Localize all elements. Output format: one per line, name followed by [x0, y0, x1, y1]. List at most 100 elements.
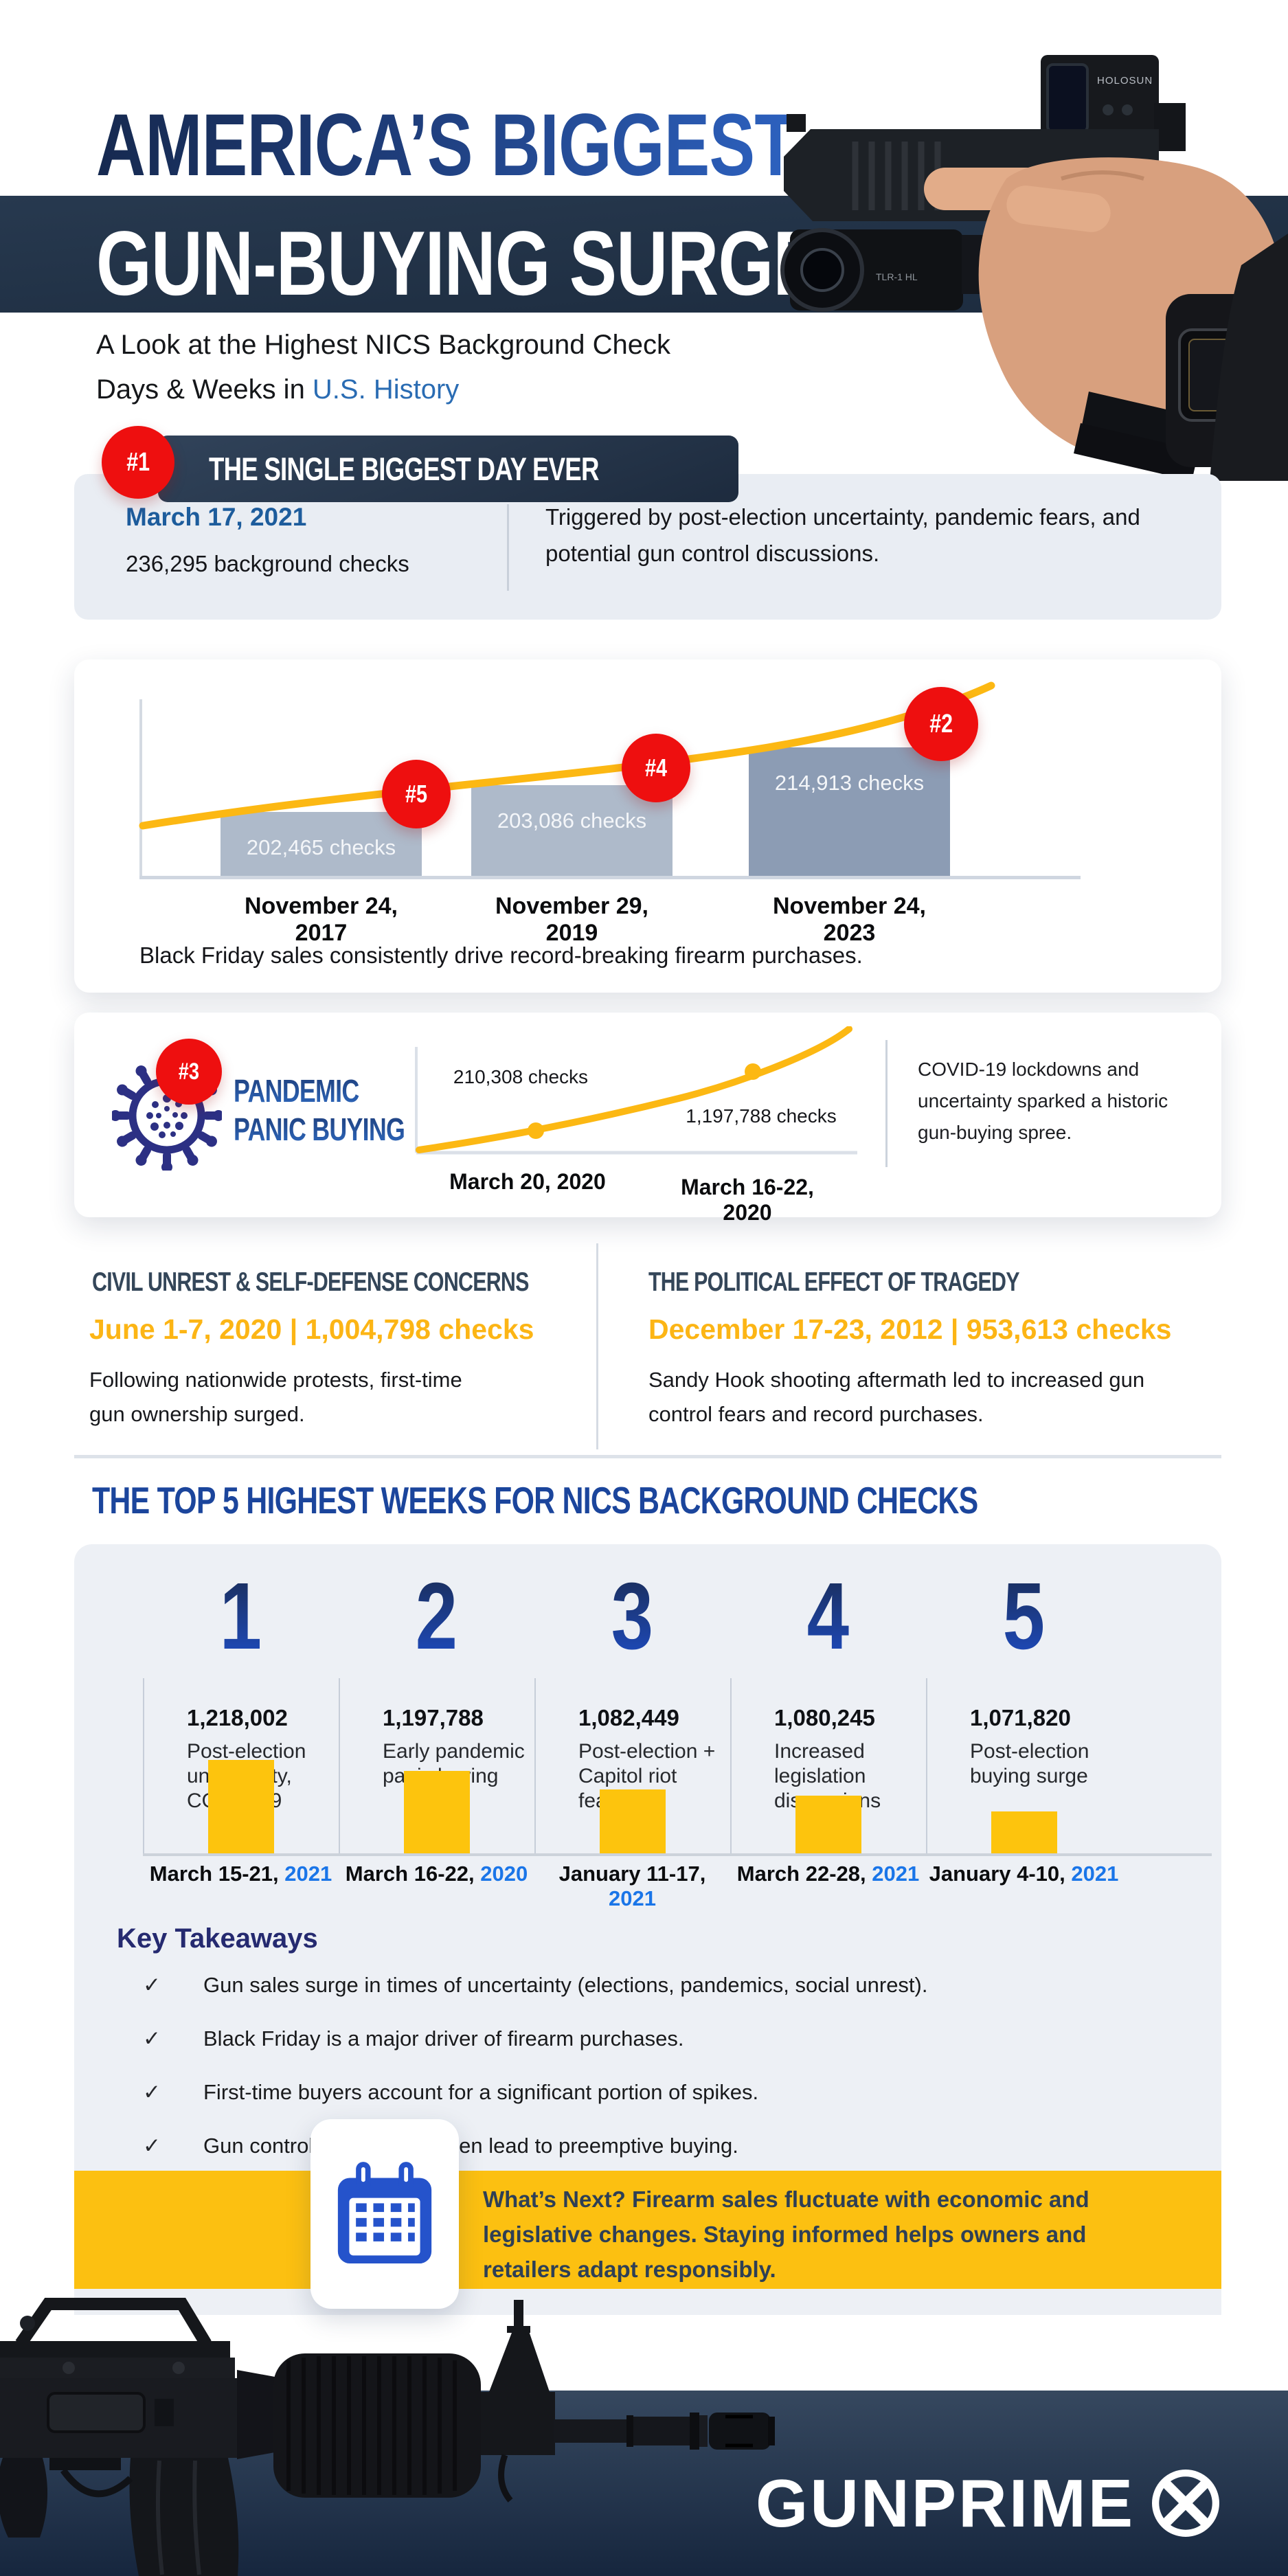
main-title-line1: AMERICA’S BIGGEST: [96, 96, 796, 194]
rank-number: 5: [1002, 1563, 1046, 1669]
column-divider: [596, 1243, 598, 1449]
column-rule: [143, 1678, 144, 1854]
top5-column-4: 4 1,080,245 Increased legislation discus…: [730, 1544, 926, 1901]
week-description: Post-election buying surge: [970, 1740, 1089, 1787]
tragedy-heading: THE POLITICAL EFFECT OF TRAGEDY: [648, 1267, 1020, 1297]
y-axis: [139, 699, 142, 876]
column-rule: [339, 1678, 340, 1854]
subtitle-line2: Days & Weeks in: [96, 374, 313, 405]
pandemic-line-chart: [415, 1026, 857, 1155]
horizontal-divider: [74, 1455, 1221, 1458]
top5-heading: THE TOP 5 HIGHEST WEEKS FOR NICS BACKGRO…: [92, 1479, 978, 1522]
biggest-day-description: Triggered by post-election uncertainty, …: [545, 504, 1140, 567]
delta-ring: [237, 2370, 275, 2459]
receiver: [0, 2378, 237, 2458]
vertical-divider: [507, 504, 509, 591]
bar-nov-2017: 202,465 checks: [221, 812, 422, 876]
black-friday-caption: Black Friday sales consistently drive re…: [139, 942, 863, 968]
column-rule: [534, 1678, 536, 1854]
point2-label: 1,197,788 checks: [686, 1105, 837, 1127]
civil-unrest-heading: CIVIL UNREST & SELF-DEFENSE CONCERNS: [92, 1267, 529, 1297]
bar-date: November 29, 2019: [495, 893, 648, 946]
rank-number: 4: [806, 1563, 850, 1669]
sleeve: [1210, 234, 1288, 481]
bar-label: 214,913 checks: [774, 771, 925, 795]
civil-unrest-stat: June 1-7, 2020 | 1,004,798 checks: [89, 1313, 534, 1345]
check-icon: ✓: [143, 2026, 161, 2050]
point1-label: 210,308 checks: [453, 1066, 589, 1087]
pandemic-description: COVID-19 lockdowns and uncertainty spark…: [918, 1059, 1168, 1144]
front-sight: [481, 2300, 555, 2502]
takeaway-item: ✓ First-time buyers account for a signifi…: [143, 2080, 759, 2104]
brand-logo: GUNPRIME: [756, 2465, 1224, 2542]
pistol-photo-illustration: HOLOSUN TLR-1 HL: [780, 55, 1288, 481]
section1-banner: THE SINGLE BIGGEST DAY EVER: [158, 436, 738, 502]
rank-badge-3: #3: [156, 1039, 222, 1105]
week-date: January 11-17, 2021: [558, 1862, 706, 1910]
key-takeaways-heading: Key Takeaways: [117, 1923, 318, 1954]
pandemic-title: PANDEMIC PANIC BUYING: [234, 1072, 453, 1149]
rank-number: 3: [611, 1563, 654, 1669]
tragedy-description: Sandy Hook shooting aftermath led to inc…: [648, 1368, 1145, 1426]
x-axis: [139, 876, 1081, 879]
top5-baseline: [143, 1853, 1212, 1856]
weapon-light: TLR-1 HL: [780, 228, 991, 312]
bar-label: 203,086 checks: [497, 809, 647, 833]
bar-date: November 24, 2017: [245, 893, 398, 946]
week-date: March 15-21, 2021: [149, 1862, 332, 1886]
week-date: March 22-28, 2021: [736, 1862, 920, 1886]
rank-badge-5: #5: [382, 760, 451, 828]
barrel: [554, 2413, 775, 2450]
bar-date: November 24, 2023: [773, 893, 926, 946]
week-value: 1,218,002: [187, 1705, 288, 1730]
week-bar: [795, 1796, 861, 1853]
top5-column-1: 1 1,218,002 Post-election uncertainty, C…: [143, 1544, 339, 1901]
rank-number: 1: [219, 1563, 262, 1669]
subtitle: A Look at the Highest NICS Background Ch…: [96, 323, 670, 412]
brand-name: GUNPRIME: [756, 2465, 1136, 2541]
bar-nov-2019: 203,086 checks: [471, 785, 673, 876]
svg-text:TLR-1 HL: TLR-1 HL: [876, 271, 918, 282]
civil-unrest-description: Following nationwide protests, first-tim…: [89, 1368, 462, 1426]
bar-label: 202,465 checks: [246, 835, 396, 859]
week-bar: [600, 1789, 666, 1853]
biggest-day-date: March 17, 2021: [126, 503, 307, 531]
top5-column-3: 3 1,082,449 Post-election + Capitol riot…: [534, 1544, 730, 1910]
rifle-photo-illustration: [0, 2298, 775, 2576]
calendar-icon: [337, 2162, 432, 2264]
check-icon: ✓: [143, 1973, 161, 1997]
rank-badge-1: #1: [102, 426, 174, 499]
carry-handle: [0, 2298, 230, 2358]
rank-number: 2: [415, 1563, 458, 1669]
crosshair-logo-icon: [1152, 2470, 1220, 2537]
takeaway-item: ✓ Gun control discussions often lead to p…: [143, 2134, 738, 2158]
main-title-line2: GUN-BUYING SURGES: [96, 213, 868, 315]
whats-next-banner: What’s Next? Firearm sales fluctuate wit…: [74, 2171, 1221, 2289]
subtitle-highlight: U.S. History: [312, 374, 460, 405]
point2-date: March 16-22, 2020: [681, 1175, 814, 1225]
point1-date: March 20, 2020: [449, 1169, 606, 1194]
whats-next-text: What’s Next? Firearm sales fluctuate wit…: [483, 2187, 1089, 2283]
week-date: March 16-22, 2020: [345, 1862, 528, 1886]
rank-badge-2: #2: [904, 687, 978, 761]
magazine: [129, 2458, 239, 2576]
rank-badge-4: #4: [622, 734, 690, 802]
column-rule: [730, 1678, 732, 1854]
handguard: [273, 2353, 481, 2498]
week-value: 1,071,820: [970, 1705, 1071, 1730]
check-icon: ✓: [143, 2080, 161, 2104]
check-icon: ✓: [143, 2134, 161, 2158]
week-value: 1,197,788: [383, 1705, 484, 1730]
week-bar: [991, 1811, 1057, 1853]
bar-nov-2023: 214,913 checks: [749, 747, 950, 876]
black-friday-chart-card: 202,465 checks 203,086 checks 214,913 ch…: [74, 659, 1221, 993]
top5-column-2: 2 1,197,788 Early pandemic panic buying …: [339, 1544, 534, 1901]
week-bar: [404, 1771, 470, 1853]
pandemic-card: #3 PANDEMIC PANIC BUYING 210,308 checks …: [74, 1013, 1221, 1225]
week-date: January 4-10, 2021: [929, 1862, 1119, 1886]
svg-text:HOLOSUN: HOLOSUN: [1097, 75, 1153, 87]
takeaway-item: ✓ Black Friday is a major driver of firea…: [143, 2026, 684, 2050]
week-value: 1,080,245: [774, 1705, 875, 1730]
section1-banner-label: THE SINGLE BIGGEST DAY EVER: [209, 451, 599, 487]
